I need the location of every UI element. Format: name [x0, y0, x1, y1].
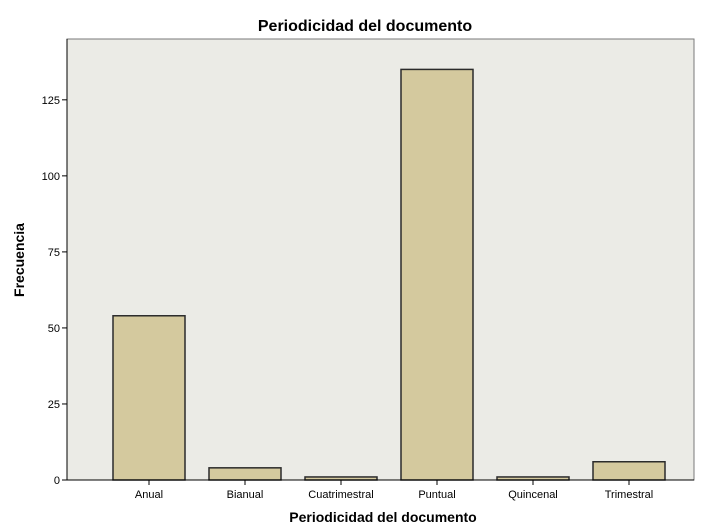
- y-tick-label: 25: [48, 399, 60, 411]
- bar-puntual: [400, 68, 474, 481]
- x-tick-label: Quincenal: [508, 489, 558, 501]
- x-tick-label: Bianual: [227, 489, 264, 501]
- y-tick-label: 50: [48, 323, 60, 335]
- bars-group: [112, 68, 666, 481]
- y-tick-label: 125: [42, 95, 60, 107]
- bar-trimestral: [592, 461, 666, 481]
- x-tick-label: Trimestral: [605, 489, 653, 501]
- x-axis-ticks: Anual Bianual Cuatrimestral Puntual Quincena…: [135, 480, 653, 501]
- y-axis-label: Frecuencia: [11, 223, 27, 297]
- bar-bianual: [208, 467, 282, 481]
- y-tick-label: 75: [48, 247, 60, 259]
- x-tick-label: Anual: [135, 489, 163, 501]
- y-axis-ticks: 0 25 50 75 100 125: [42, 95, 67, 487]
- x-tick-label: Cuatrimestral: [308, 489, 373, 501]
- y-tick-label: 100: [42, 171, 60, 183]
- chart-title: Periodicidad del documento: [258, 18, 472, 35]
- x-axis-label: Periodicidad del documento: [289, 509, 476, 525]
- bar-anual: [112, 315, 186, 481]
- y-tick-label: 0: [54, 475, 60, 487]
- x-tick-label: Puntual: [418, 489, 455, 501]
